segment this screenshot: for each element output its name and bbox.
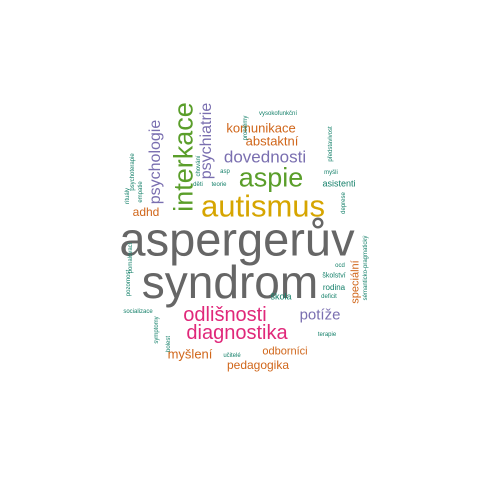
word-adhd: adhd (132, 205, 160, 219)
word-specialni: speciální (349, 260, 362, 304)
word-pozornost: pozornost (126, 269, 132, 297)
word-pomalovaci: pomalovací (128, 242, 134, 274)
word-rodina: rodina (322, 283, 346, 292)
word-ucitele: učitelé (223, 353, 241, 359)
word-abstaktni: abstaktní (245, 133, 299, 149)
word-odlisnosti: odlišnosti (183, 304, 267, 326)
word-problemy: problémy (243, 115, 249, 141)
word-predstavivost: představivost (328, 126, 334, 162)
word-odbornici: odborníci (262, 345, 308, 358)
word-terapie: terapie (317, 332, 337, 338)
word-diagnostika: diagnostika (186, 322, 288, 344)
word-empatie: empatie (138, 181, 144, 203)
word-asistenti: asistenti (322, 178, 356, 189)
word-mysleni: myšlení (167, 346, 213, 362)
word-ocd: ocd (335, 263, 345, 269)
word-syndrom: syndrom (141, 256, 319, 308)
word-aspie: aspie (238, 162, 304, 193)
word-asp: asp (220, 169, 230, 175)
word-autismus: autismus (200, 188, 326, 224)
word-socializace: socializace (123, 309, 153, 315)
word-bolest: bolest (166, 335, 172, 353)
word-psychologie: psychologie (147, 119, 164, 205)
word-chovani: chování (196, 155, 202, 177)
word-mysli: myšli (324, 170, 338, 176)
word-teorie: teorie (211, 182, 227, 188)
word-komunikace: komunikace (226, 120, 296, 136)
word-deficit: deficit (321, 294, 337, 300)
word-semanticko-pragmaticky: sémanticko-pragmatický (363, 235, 369, 301)
word-pedagogika: pedagogika (226, 358, 290, 372)
word-symptomy: symptomy (154, 316, 160, 344)
word-psychoterapie: psychoterapie (130, 153, 136, 191)
word-interkace: interkace (168, 102, 199, 212)
word-skolstvi: školství (322, 272, 346, 280)
word-dovednosti: dovednosti (223, 147, 307, 167)
word-deti: děti (193, 182, 203, 188)
word-vysokofunkcni: vysokofunkční (258, 111, 298, 117)
word-skola: škola (270, 291, 292, 302)
word-potize: potíže (299, 306, 341, 324)
word-aspergeruv: aspergerův (119, 212, 355, 266)
word-deprese: deprese (341, 192, 347, 214)
